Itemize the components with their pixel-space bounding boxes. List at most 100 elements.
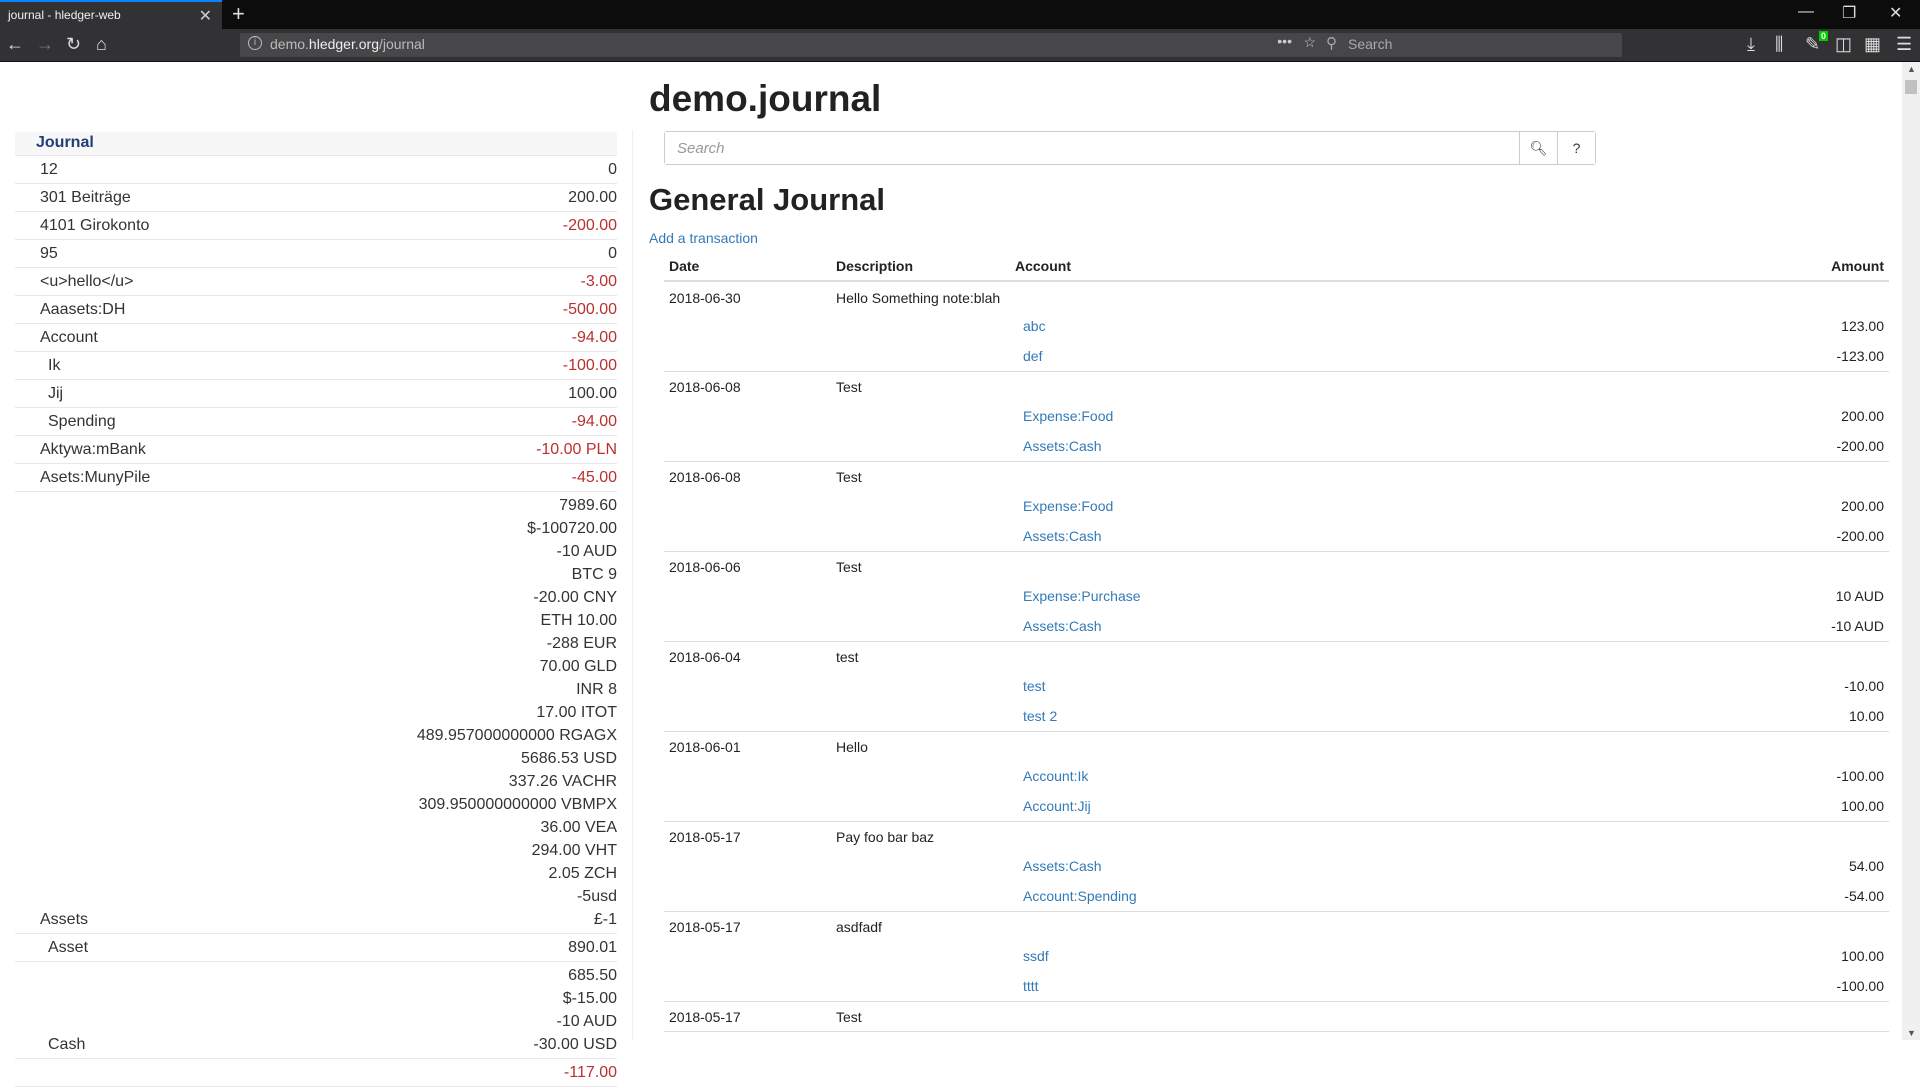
posting-account-link[interactable]: ssdf	[1023, 948, 1049, 964]
account-row[interactable]: Asset 890.01	[15, 934, 617, 962]
search-button[interactable]: 🔍︎	[1519, 132, 1557, 164]
posting-account-link[interactable]: Assets:Cash	[1023, 437, 1102, 454]
account-row[interactable]: -117.00	[15, 1059, 617, 1087]
account-row[interactable]: 4101 Girokonto -200.00	[15, 212, 617, 240]
posting-account-link[interactable]: test	[1023, 678, 1046, 694]
account-row[interactable]: Aaasets:DH -500.00	[15, 296, 617, 324]
account-name[interactable]: 4101 Girokonto	[40, 217, 150, 234]
account-name[interactable]: Asset	[48, 939, 89, 956]
close-tab-icon[interactable]: ✕	[198, 8, 212, 25]
account-name[interactable]: 95	[40, 245, 58, 262]
restore-icon[interactable]: ❐	[1842, 5, 1857, 22]
account-name[interactable]: Asets:MunyPile	[40, 469, 151, 486]
transaction-date: 2018-06-30	[669, 289, 741, 306]
posting-amount: -10.00	[1844, 678, 1884, 694]
scroll-up-icon[interactable]: ▲	[1907, 64, 1916, 74]
forward-icon[interactable]: →	[36, 34, 54, 54]
account-name[interactable]: Account	[40, 329, 98, 346]
account-row[interactable]: Cash 685.50 $-15.00 -10 AUD -30.00 USD	[15, 962, 617, 1059]
account-name[interactable]: Cash	[48, 1036, 86, 1053]
balance-amount: -288 EUR	[546, 635, 617, 652]
posting-account-link[interactable]: tttt	[1023, 977, 1039, 994]
account-row[interactable]: Account -94.00	[15, 324, 617, 352]
posting-account-link[interactable]: Account:Spending	[1023, 887, 1137, 904]
posting-row: Expense:Food 200.00	[664, 401, 1889, 431]
search-input[interactable]	[665, 132, 1519, 164]
account-row[interactable]: 12 0	[15, 156, 617, 184]
account-row[interactable]: Assets 7989.60 $-100720.00 -10 AUD BTC 9 -20.…	[15, 492, 617, 934]
back-icon[interactable]: ←	[6, 34, 24, 54]
balance-amount: 309.950000000000 VBMPX	[418, 796, 617, 813]
info-icon[interactable]: i	[248, 36, 262, 50]
balance-amount: 5686.53 USD	[520, 750, 617, 767]
download-icon[interactable]: ⤓	[1747, 34, 1755, 54]
scroll-down-icon[interactable]: ▼	[1907, 1028, 1916, 1038]
menu-icon[interactable]: ☰	[1896, 34, 1913, 54]
balance-amount: 294.00 VHT	[531, 842, 617, 859]
account-name[interactable]: Assets	[40, 911, 89, 928]
empty-cell	[1010, 1001, 1611, 1032]
account-name[interactable]: Jij	[48, 385, 64, 402]
account-name[interactable]: Aaasets:DH	[40, 301, 126, 318]
account-row[interactable]: 301 Beiträge 200.00	[15, 184, 617, 212]
table-header: Date Description Account Amount	[664, 252, 1889, 282]
posting-account-link[interactable]: def	[1023, 347, 1043, 364]
url-bar[interactable]: i demo.hledger.org/journal ••• ☆	[240, 33, 1322, 57]
transaction-date: 2018-06-08	[669, 469, 741, 486]
bookmark-star-icon[interactable]: ☆	[1303, 34, 1316, 50]
posting-account-link[interactable]: Expense:Food	[1023, 408, 1114, 424]
account-name[interactable]: Ik	[48, 357, 61, 374]
posting-account-link[interactable]: Expense:Purchase	[1023, 588, 1141, 604]
account-name[interactable]: 12	[40, 161, 58, 178]
balance-amount: 36.00 VEA	[540, 819, 618, 836]
account-name[interactable]: 301 Beiträge	[40, 189, 131, 206]
window-close-icon[interactable]: ✕	[1889, 5, 1903, 22]
empty-cell	[664, 491, 831, 521]
more-icon[interactable]: •••	[1277, 33, 1292, 49]
balance-amount: -200.00	[562, 217, 617, 234]
url-path: /journal	[378, 36, 425, 52]
browser-search-input[interactable]: ⚲ Search	[1318, 33, 1622, 57]
new-tab-icon[interactable]: +	[232, 1, 245, 26]
account-row[interactable]: Ik -100.00	[15, 352, 617, 380]
scroll-thumb[interactable]	[1905, 80, 1917, 94]
extension-icon[interactable]: ✎	[1805, 34, 1821, 54]
balance-amount: 489.957000000000 RGAGX	[416, 727, 617, 744]
account-name[interactable]: Aktywa:mBank	[40, 441, 146, 458]
empty-cell	[664, 941, 831, 971]
library-icon[interactable]: ⫼	[1775, 34, 1784, 54]
account-name[interactable]: <u>hello</u>	[40, 273, 134, 290]
help-button[interactable]: ?	[1557, 132, 1595, 164]
posting-account-link[interactable]: Assets:Cash	[1023, 858, 1102, 874]
balance-amount: INR 8	[576, 681, 617, 698]
account-row[interactable]: 95 0	[15, 240, 617, 268]
home-icon[interactable]: ⌂	[96, 34, 107, 54]
account-row[interactable]: Aktywa:mBank -10.00 PLN	[15, 436, 617, 464]
minimize-icon[interactable]: —	[1798, 3, 1814, 20]
posting-account-cell: Expense:Food	[1010, 491, 1610, 521]
posting-account-link[interactable]: Assets:Cash	[1023, 617, 1102, 634]
posting-account-link[interactable]: Account:Ik	[1023, 768, 1089, 784]
containers-icon[interactable]: ▦	[1864, 34, 1882, 54]
empty-cell	[664, 341, 831, 372]
empty-cell	[1010, 911, 1610, 941]
sidebar-icon[interactable]: ◫	[1835, 34, 1853, 54]
posting-account-link[interactable]: test 2	[1023, 707, 1058, 724]
posting-account-link[interactable]: Account:Jij	[1023, 797, 1091, 814]
scrollbar[interactable]: ▲ ▼	[1902, 62, 1920, 1040]
account-row[interactable]: Spending -94.00	[15, 408, 617, 436]
empty-cell	[831, 431, 1010, 462]
add-transaction-link[interactable]: Add a transaction	[649, 230, 758, 246]
account-row[interactable]: <u>hello</u> -3.00	[15, 268, 617, 296]
browser-tab[interactable]: journal - hledger-web ✕	[0, 0, 222, 29]
posting-account-link[interactable]: Expense:Food	[1023, 498, 1114, 514]
column-header-date: Date	[664, 252, 831, 282]
journal-link[interactable]: Journal	[15, 132, 617, 156]
account-row[interactable]: Asets:MunyPile -45.00	[15, 464, 617, 492]
posting-account-link[interactable]: abc	[1023, 318, 1046, 334]
posting-amount: -100.00	[1610, 971, 1889, 1002]
account-row[interactable]: Jij 100.00	[15, 380, 617, 408]
posting-account-link[interactable]: Assets:Cash	[1023, 527, 1102, 544]
reload-icon[interactable]: ↻	[66, 34, 82, 54]
account-name[interactable]: Spending	[48, 413, 116, 430]
